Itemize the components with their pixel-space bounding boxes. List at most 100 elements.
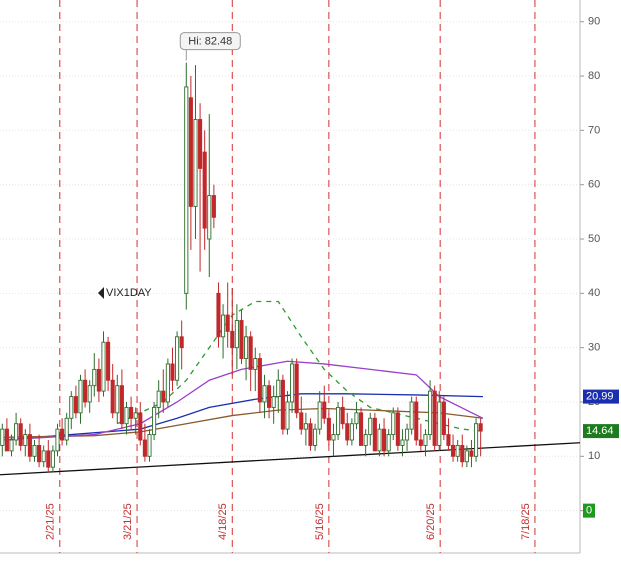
y-tick-label: 80: [588, 70, 600, 82]
candle-body: [101, 341, 106, 392]
candle-body: [170, 363, 175, 381]
candle-body: [73, 396, 78, 414]
candle-body: [55, 428, 60, 452]
candle-body: [64, 417, 69, 441]
candle-body: [331, 434, 336, 441]
candle-body: [83, 379, 88, 403]
candle-body: [152, 406, 157, 436]
candle-body: [60, 428, 65, 441]
candle-body: [32, 444, 37, 457]
candle-body: [96, 368, 101, 392]
candle-body: [230, 330, 235, 349]
candle-body: [271, 396, 276, 408]
candle-body: [188, 97, 193, 207]
x-tick-label: 4/18/25: [217, 503, 229, 540]
candle-body: [285, 401, 290, 430]
candle-body: [299, 412, 304, 430]
y-tick-label: 30: [588, 342, 600, 354]
candle-body: [193, 119, 198, 207]
candle-body: [474, 423, 479, 457]
candle-body: [478, 423, 483, 432]
candle-body: [322, 401, 327, 419]
candle-body: [437, 401, 442, 446]
y-tick-label: 70: [588, 124, 600, 136]
candle-body: [0, 428, 5, 446]
value-box-label: 20.99: [586, 391, 614, 403]
candle-body: [253, 358, 258, 370]
candle-body: [257, 358, 262, 403]
x-tick-label: 3/21/25: [122, 503, 134, 540]
candle-body: [179, 336, 184, 349]
y-tick-label: 50: [588, 233, 600, 245]
candle-body: [428, 390, 433, 436]
candle-body: [354, 412, 359, 425]
candle-body: [313, 428, 318, 446]
candle-body: [110, 379, 115, 414]
candle-body: [409, 401, 414, 430]
candle-body: [345, 423, 350, 441]
candle-body: [239, 320, 244, 359]
candle-body: [119, 385, 124, 425]
candle-body: [221, 314, 226, 338]
x-tick-label: 7/18/25: [520, 503, 532, 540]
candle-body: [78, 379, 83, 414]
moving-average-line: [2, 407, 484, 438]
candle-body: [138, 412, 143, 441]
x-tick-label: 6/20/25: [425, 503, 437, 540]
candle-body: [106, 341, 111, 381]
candle-body: [37, 444, 42, 463]
x-tick-label: 5/16/25: [314, 503, 326, 540]
candle-body: [455, 444, 460, 457]
candle-body: [216, 292, 221, 338]
candle-body: [432, 390, 437, 446]
value-box: [583, 503, 595, 518]
candle-body: [161, 390, 166, 403]
moving-average-line: [117, 300, 484, 432]
candle-body: [276, 379, 281, 398]
annotation-box: [179, 32, 241, 51]
candle-body: [133, 412, 138, 419]
candle-body: [156, 390, 161, 408]
candle-body: [395, 412, 400, 446]
candle-body: [41, 450, 46, 463]
candle-body: [18, 423, 23, 446]
candle-body: [211, 195, 216, 218]
candle-body: [165, 363, 170, 403]
candle-body: [4, 428, 9, 452]
candle-body: [372, 417, 377, 452]
x-tick-label: 2/21/25: [45, 503, 57, 540]
candle-body: [359, 412, 364, 446]
candle-body: [469, 450, 474, 457]
candle-body: [423, 434, 428, 446]
candle-body: [294, 363, 299, 414]
candle-body: [207, 195, 212, 240]
symbol-label: VIX1DAY: [106, 287, 152, 299]
candle-body: [317, 401, 322, 430]
candle-body: [446, 434, 451, 446]
candle-body: [9, 439, 14, 452]
candle-body: [69, 396, 74, 419]
moving-average-line: [0, 442, 581, 476]
candle-body: [198, 119, 203, 169]
symbol-marker: [98, 287, 104, 299]
candle-body: [27, 434, 32, 457]
candle-body: [267, 385, 272, 408]
candle-body: [115, 385, 120, 414]
candle-body: [349, 423, 354, 441]
candle-body: [14, 423, 19, 441]
value-box: [583, 389, 619, 404]
annotation-text: Hi: 82.48: [188, 35, 232, 47]
y-tick-label: 60: [588, 179, 600, 191]
y-tick-label: 90: [588, 16, 600, 28]
candle-body: [142, 439, 147, 457]
candle-body: [377, 428, 382, 452]
y-tick-label: 40: [588, 287, 600, 299]
candle-body: [386, 434, 391, 452]
candle-body: [202, 151, 207, 229]
candle-body: [464, 450, 469, 463]
candle-body: [124, 406, 129, 425]
candle-body: [147, 434, 152, 457]
candle-body: [340, 406, 345, 425]
